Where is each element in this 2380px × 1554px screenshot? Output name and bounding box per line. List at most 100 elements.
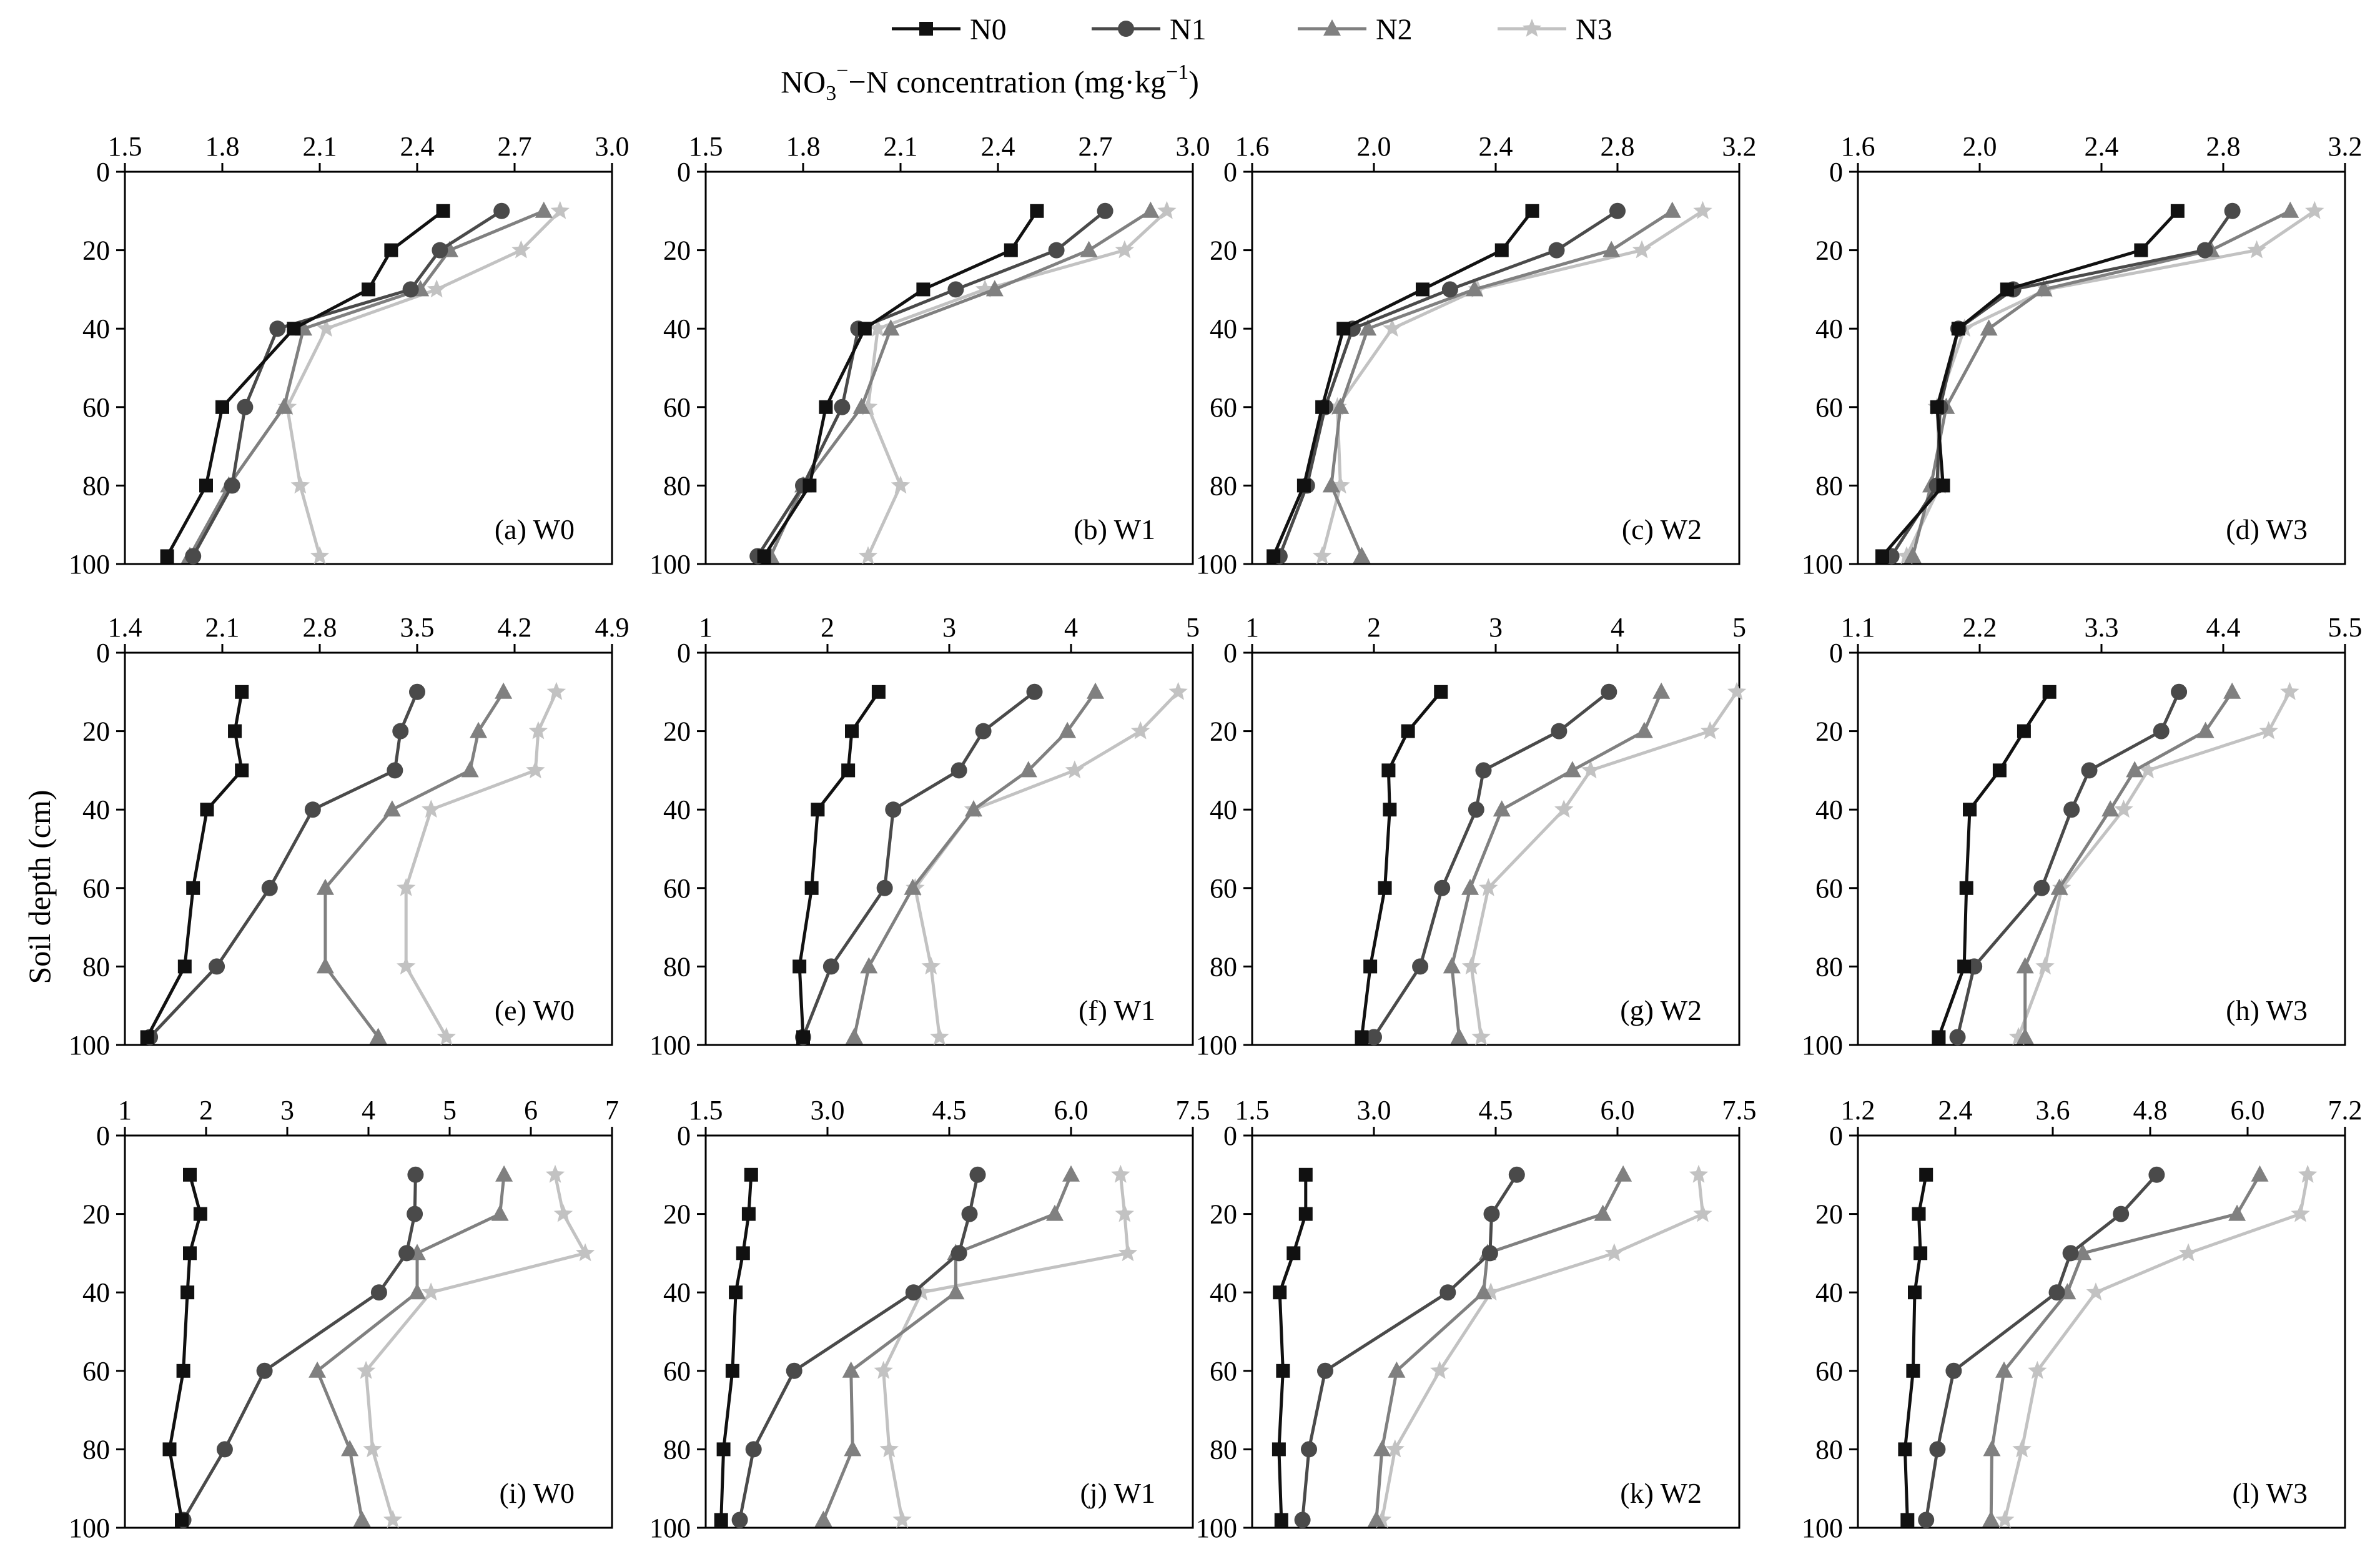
data-point-n3 xyxy=(891,475,911,494)
data-point-n0 xyxy=(744,1167,758,1182)
data-point-n1 xyxy=(905,1284,922,1301)
data-point-n3 xyxy=(575,1243,595,1262)
data-point-n3 xyxy=(2298,1164,2318,1183)
data-point-n1 xyxy=(975,723,992,740)
x-tick-label: 5 xyxy=(1186,612,1200,643)
panel-3: 1.6 2.0 2.4 2.8 3.2 0 20 40 60 80 100 (c) W2 xyxy=(1196,131,1757,580)
x-tick-label: 1.4 xyxy=(108,612,142,643)
y-tick-label: 20 xyxy=(82,235,110,266)
data-point-n1 xyxy=(1609,202,1626,219)
data-point-n3 xyxy=(310,546,330,565)
data-point-n1 xyxy=(2196,242,2213,259)
data-point-n2 xyxy=(1367,1510,1385,1527)
panel-label: (e) W0 xyxy=(495,994,575,1026)
data-point-n2 xyxy=(275,397,293,414)
data-point-n0 xyxy=(1030,204,1044,218)
series-line-n0 xyxy=(1881,210,2179,558)
data-point-n3 xyxy=(1331,475,1350,494)
data-point-n0 xyxy=(757,549,771,563)
x-tick-label: 2.0 xyxy=(1963,131,1997,162)
data-point-n3 xyxy=(422,799,441,818)
data-point-n0 xyxy=(1298,1167,1313,1182)
data-point-n2 xyxy=(1373,1440,1391,1457)
y-tick-label: 0 xyxy=(1223,638,1237,668)
data-point-n3 xyxy=(2247,240,2266,259)
data-point-n2 xyxy=(1982,1510,2000,1527)
data-point-n2 xyxy=(408,1283,426,1300)
y-tick-label: 40 xyxy=(1815,794,1843,825)
data-point-n2 xyxy=(965,800,982,817)
data-point-n0 xyxy=(741,1207,756,1221)
data-point-n3 xyxy=(2305,200,2324,219)
data-point-n3 xyxy=(1897,546,1917,565)
data-point-n0 xyxy=(819,400,833,414)
data-point-n2 xyxy=(1465,280,1483,297)
y-tick-label: 60 xyxy=(1210,873,1237,904)
legend-marker-n3 xyxy=(1522,19,1542,37)
data-point-n0 xyxy=(1957,959,1972,974)
data-point-n0 xyxy=(1898,1442,1912,1457)
x-tick-label: 3 xyxy=(280,1095,294,1126)
data-point-n1 xyxy=(1294,1512,1311,1528)
data-point-n3 xyxy=(1065,760,1085,779)
plot-frame xyxy=(704,651,1194,1046)
data-point-n2 xyxy=(2101,800,2120,817)
x-tick-label: 3.3 xyxy=(2085,612,2119,643)
x-axis-title: NO3−−N concentration (mg·kg−1) xyxy=(781,59,1199,105)
y-tick-label: 80 xyxy=(1815,1434,1843,1465)
y-tick-label: 20 xyxy=(663,716,691,747)
data-point-n2 xyxy=(1450,1027,1468,1044)
data-point-n3 xyxy=(858,397,878,415)
data-point-n0 xyxy=(1913,1246,1928,1260)
data-point-n2 xyxy=(495,682,513,699)
data-point-n2 xyxy=(1388,1361,1406,1378)
data-point-n3 xyxy=(2008,1027,2028,1046)
data-point-n1 xyxy=(1551,723,1568,740)
y-tick-label: 80 xyxy=(1210,951,1237,982)
data-point-n1 xyxy=(370,1284,387,1301)
y-tick-label: 80 xyxy=(663,951,691,982)
series-line-n3 xyxy=(1320,209,1704,557)
data-point-n0 xyxy=(725,1363,739,1378)
data-point-n2 xyxy=(1080,240,1098,257)
data-point-n1 xyxy=(834,398,851,415)
y-tick-label: 20 xyxy=(663,1199,691,1230)
y-tick-label: 60 xyxy=(82,1356,110,1387)
x-tick-label: 2.8 xyxy=(1601,131,1635,162)
plot-frame xyxy=(1251,651,1741,1046)
data-point-n3 xyxy=(427,279,447,298)
y-tick-label: 20 xyxy=(1210,716,1237,747)
x-tick-label: 7.2 xyxy=(2328,1095,2363,1126)
data-point-n2 xyxy=(470,721,488,738)
series-line-n2 xyxy=(769,209,1152,557)
data-point-n1 xyxy=(1026,683,1043,700)
data-point-n3 xyxy=(437,1027,456,1046)
y-tick-label: 40 xyxy=(1815,1277,1843,1308)
x-tick-label: 6.0 xyxy=(1054,1095,1089,1126)
data-point-n3 xyxy=(868,319,887,337)
data-point-n2 xyxy=(882,319,900,336)
x-tick-label: 7 xyxy=(605,1095,619,1126)
data-point-n1 xyxy=(822,958,839,975)
y-tick-label: 80 xyxy=(1210,1434,1237,1465)
data-point-n3 xyxy=(930,1027,949,1046)
data-point-n1 xyxy=(1434,879,1451,896)
data-point-n0 xyxy=(1267,549,1281,563)
data-point-n2 xyxy=(814,1510,832,1527)
y-tick-label: 80 xyxy=(1210,470,1237,501)
data-point-n0 xyxy=(2170,204,2185,218)
y-tick-label: 0 xyxy=(1829,1121,1843,1151)
y-tick-label: 20 xyxy=(1815,235,1843,266)
data-point-n2 xyxy=(844,1440,862,1457)
data-point-n0 xyxy=(1908,1285,1922,1300)
x-tick-label: 2.0 xyxy=(1357,131,1391,162)
panel-label: (j) W1 xyxy=(1080,1477,1155,1509)
data-point-n1 xyxy=(398,1245,415,1262)
data-point-n2 xyxy=(1062,1165,1080,1182)
data-point-n3 xyxy=(2280,681,2299,700)
y-tick-label: 100 xyxy=(1196,1513,1237,1543)
data-point-n3 xyxy=(1130,721,1150,740)
data-point-n0 xyxy=(729,1285,743,1300)
data-point-n2 xyxy=(1980,319,1998,336)
